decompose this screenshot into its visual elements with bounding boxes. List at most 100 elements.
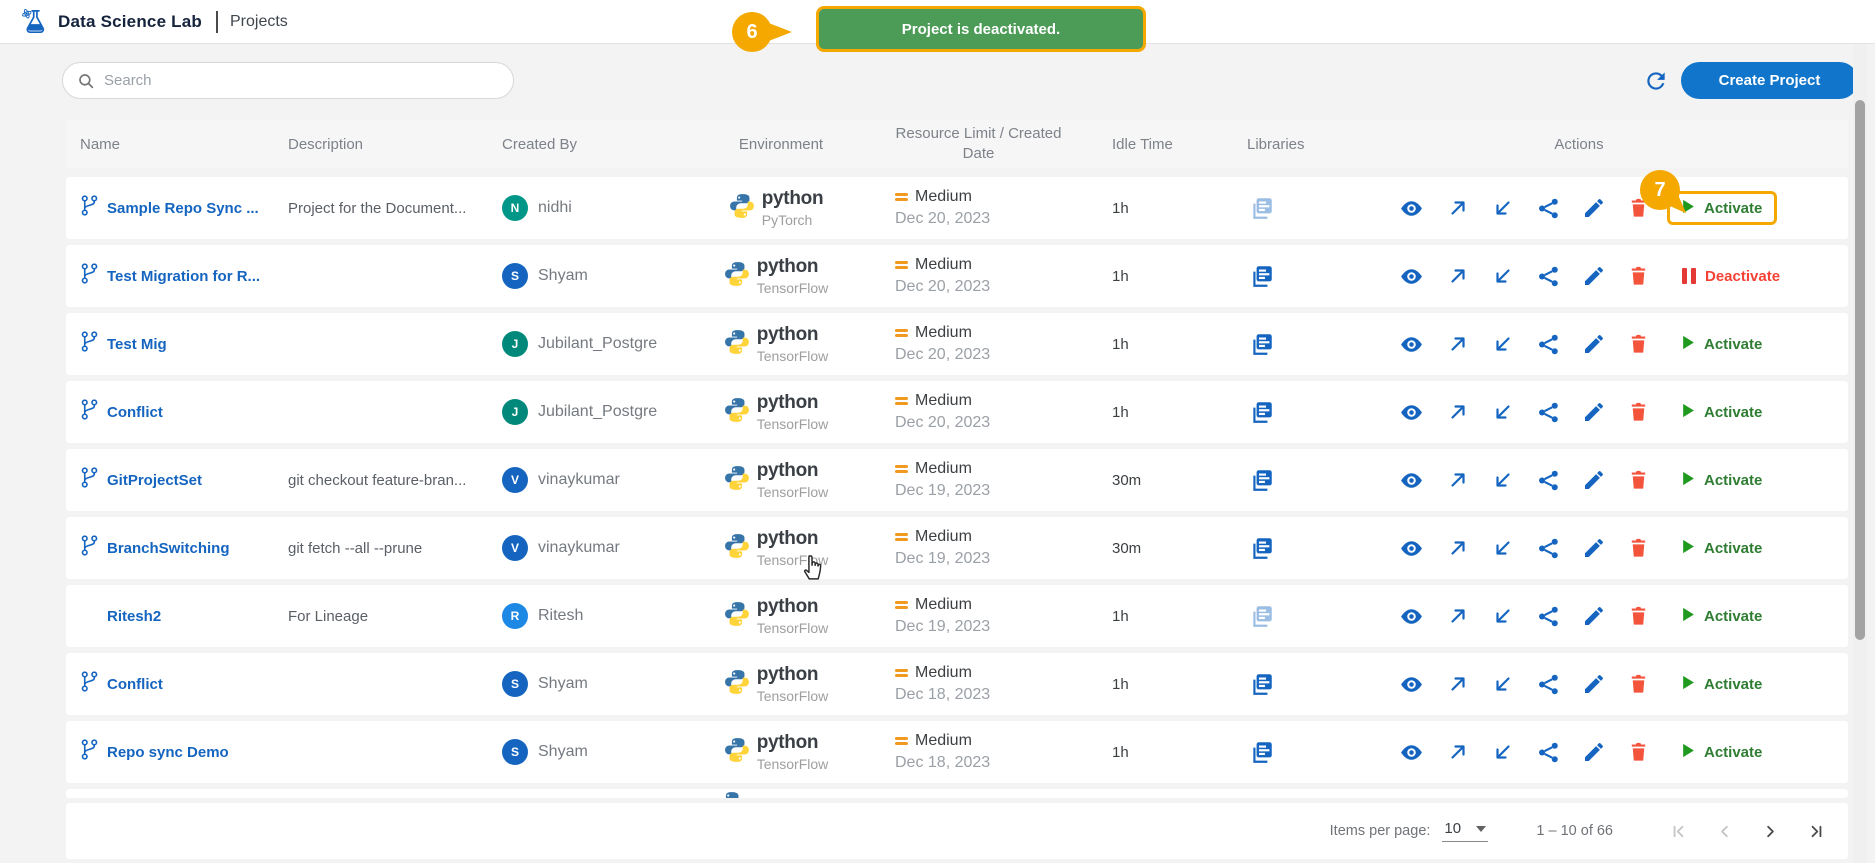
delete-icon[interactable] bbox=[1627, 332, 1650, 356]
avatar: S bbox=[502, 671, 528, 697]
share-icon[interactable] bbox=[1536, 740, 1561, 765]
edit-icon[interactable] bbox=[1582, 400, 1606, 424]
libraries-icon[interactable] bbox=[1249, 195, 1275, 221]
project-name-link[interactable]: Repo sync Demo bbox=[107, 743, 229, 761]
activate-button[interactable]: Activate bbox=[1667, 395, 1777, 429]
state-label: Activate bbox=[1704, 539, 1763, 557]
col-libraries: Libraries bbox=[1247, 135, 1305, 153]
project-name-link[interactable]: Test Mig bbox=[107, 335, 167, 353]
view-icon[interactable] bbox=[1398, 264, 1425, 289]
activate-button[interactable]: Activate bbox=[1667, 463, 1777, 497]
edit-icon[interactable] bbox=[1582, 332, 1606, 356]
delete-icon[interactable] bbox=[1627, 196, 1650, 220]
view-icon[interactable] bbox=[1398, 604, 1425, 629]
state-label: Deactivate bbox=[1705, 267, 1781, 285]
project-name-link[interactable]: Sample Repo Sync ... bbox=[107, 199, 259, 217]
edit-icon[interactable] bbox=[1582, 604, 1606, 628]
delete-icon[interactable] bbox=[1627, 740, 1650, 764]
export-icon[interactable] bbox=[1446, 740, 1470, 764]
python-logo-icon bbox=[724, 533, 750, 564]
libraries-icon[interactable] bbox=[1249, 399, 1275, 425]
project-name-link[interactable]: Ritesh2 bbox=[107, 607, 162, 625]
import-icon[interactable] bbox=[1491, 196, 1515, 220]
view-icon[interactable] bbox=[1398, 332, 1425, 357]
share-icon[interactable] bbox=[1536, 536, 1561, 561]
export-icon[interactable] bbox=[1446, 536, 1470, 560]
export-icon[interactable] bbox=[1446, 468, 1470, 492]
deactivate-button[interactable]: Deactivate bbox=[1667, 260, 1795, 293]
edit-icon[interactable] bbox=[1582, 196, 1606, 220]
libraries-icon[interactable] bbox=[1249, 467, 1275, 493]
share-icon[interactable] bbox=[1536, 264, 1561, 289]
table-body: Sample Repo Sync ... Project for the Doc… bbox=[66, 170, 1848, 783]
view-icon[interactable] bbox=[1398, 400, 1425, 425]
import-icon[interactable] bbox=[1491, 468, 1515, 492]
activate-button[interactable]: Activate bbox=[1667, 531, 1777, 565]
libraries-icon[interactable] bbox=[1249, 739, 1275, 765]
import-icon[interactable] bbox=[1491, 332, 1515, 356]
first-page-icon[interactable] bbox=[1669, 822, 1688, 841]
create-project-button[interactable]: Create Project bbox=[1681, 62, 1858, 99]
delete-icon[interactable] bbox=[1627, 536, 1650, 560]
activate-button[interactable]: 7 Activate bbox=[1640, 170, 1778, 225]
import-icon[interactable] bbox=[1491, 264, 1515, 288]
activate-button[interactable]: Activate bbox=[1667, 327, 1777, 361]
import-icon[interactable] bbox=[1491, 536, 1515, 560]
edit-icon[interactable] bbox=[1582, 740, 1606, 764]
share-icon[interactable] bbox=[1536, 604, 1561, 629]
activate-button[interactable]: Activate bbox=[1667, 735, 1777, 769]
import-icon[interactable] bbox=[1491, 400, 1515, 424]
share-icon[interactable] bbox=[1536, 196, 1561, 221]
search-input[interactable] bbox=[104, 72, 499, 89]
delete-icon[interactable] bbox=[1627, 672, 1650, 696]
export-icon[interactable] bbox=[1446, 400, 1470, 424]
view-icon[interactable] bbox=[1398, 536, 1425, 561]
activate-button[interactable]: Activate bbox=[1667, 667, 1777, 701]
project-name-link[interactable]: Conflict bbox=[107, 675, 163, 693]
project-name-link[interactable]: GitProjectSet bbox=[107, 471, 203, 489]
export-icon[interactable] bbox=[1446, 264, 1470, 288]
view-icon[interactable] bbox=[1398, 468, 1425, 493]
share-icon[interactable] bbox=[1536, 672, 1561, 697]
libraries-icon[interactable] bbox=[1249, 671, 1275, 697]
project-name-link[interactable]: Test Migration for R... bbox=[107, 267, 261, 285]
import-icon[interactable] bbox=[1491, 672, 1515, 696]
import-icon[interactable] bbox=[1491, 604, 1515, 628]
activate-button[interactable]: Activate bbox=[1667, 599, 1777, 633]
delete-icon[interactable] bbox=[1627, 400, 1650, 424]
next-page-icon[interactable] bbox=[1761, 822, 1780, 841]
delete-icon[interactable] bbox=[1627, 264, 1650, 288]
import-icon[interactable] bbox=[1491, 740, 1515, 764]
edit-icon[interactable] bbox=[1582, 468, 1606, 492]
delete-icon[interactable] bbox=[1627, 468, 1650, 492]
avatar: J bbox=[502, 399, 528, 425]
libraries-icon[interactable] bbox=[1249, 535, 1275, 561]
view-icon[interactable] bbox=[1398, 196, 1425, 221]
share-icon[interactable] bbox=[1536, 468, 1561, 493]
share-icon[interactable] bbox=[1536, 400, 1561, 425]
edit-icon[interactable] bbox=[1582, 672, 1606, 696]
libraries-icon[interactable] bbox=[1249, 263, 1275, 289]
python-logo-icon bbox=[724, 601, 750, 632]
libraries-icon[interactable] bbox=[1249, 331, 1275, 357]
previous-page-icon[interactable] bbox=[1715, 822, 1734, 841]
export-icon[interactable] bbox=[1446, 604, 1470, 628]
view-icon[interactable] bbox=[1398, 672, 1425, 697]
edit-icon[interactable] bbox=[1582, 264, 1606, 288]
refresh-icon[interactable] bbox=[1640, 65, 1672, 97]
idle-time: 1h bbox=[1112, 675, 1129, 693]
edit-icon[interactable] bbox=[1582, 536, 1606, 560]
items-per-page-select[interactable]: 10 bbox=[1442, 820, 1489, 842]
export-icon[interactable] bbox=[1446, 332, 1470, 356]
scrollbar-thumb[interactable] bbox=[1855, 100, 1865, 640]
libraries-icon[interactable] bbox=[1249, 603, 1275, 629]
scrollbar[interactable] bbox=[1853, 44, 1867, 863]
project-name-link[interactable]: BranchSwitching bbox=[107, 539, 230, 557]
last-page-icon[interactable] bbox=[1807, 822, 1826, 841]
delete-icon[interactable] bbox=[1627, 604, 1650, 628]
export-icon[interactable] bbox=[1446, 196, 1470, 220]
export-icon[interactable] bbox=[1446, 672, 1470, 696]
share-icon[interactable] bbox=[1536, 332, 1561, 357]
project-name-link[interactable]: Conflict bbox=[107, 403, 163, 421]
view-icon[interactable] bbox=[1398, 740, 1425, 765]
